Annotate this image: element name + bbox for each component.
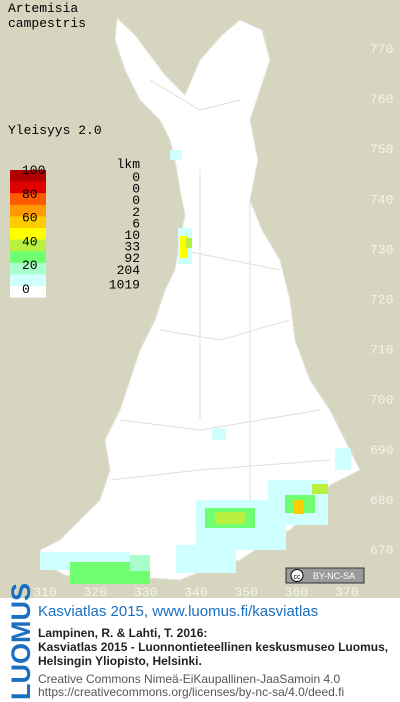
count-label: 0 (132, 193, 140, 208)
grid-labels: 770 760 750 740 730 720 710 700 690 680 670 310 320 3… (33, 42, 393, 600)
count-label: 0 (132, 182, 140, 197)
region-borders (109, 79, 331, 520)
northing-label: 690 (370, 443, 393, 458)
northing-label: 740 (370, 192, 393, 207)
badge-text: BY-NC-SA (313, 571, 355, 581)
legend-swatch (10, 170, 46, 183)
count-label: 1019 (109, 277, 140, 292)
scale-label: 40 (22, 234, 38, 249)
legend-swatch (10, 262, 46, 275)
species-name: campestris (8, 16, 86, 31)
northing-label: 770 (370, 42, 393, 57)
license: Creative Commons Nimeä-EiKaupallinen-Jaa… (38, 672, 340, 686)
northing-label: 680 (370, 493, 393, 508)
citation: Lampinen, R. & Lahti, T. 2016: (38, 626, 207, 640)
legend-swatch (10, 228, 46, 241)
legend-swatch (10, 216, 46, 229)
northing-label: 720 (370, 293, 393, 308)
occurrence-cells (40, 150, 351, 584)
legend-swatch (10, 286, 46, 298)
license-badge: cc BY-NC-SA (285, 567, 365, 584)
legend-swatch (10, 204, 46, 217)
count-label: 10 (124, 228, 140, 243)
northing-label: 760 (370, 92, 393, 107)
legend-swatch (10, 239, 46, 252)
easting-label: 350 (234, 585, 257, 600)
legend-swatch (10, 274, 46, 287)
legend-swatch (10, 181, 46, 194)
license-url[interactable]: https://creativecommons.org/licenses/by-… (38, 685, 344, 699)
svg-text:cc: cc (294, 574, 302, 581)
northing-label: 670 (370, 543, 393, 558)
count-label: 2 (132, 205, 140, 220)
easting-label: 340 (184, 585, 207, 600)
scale-label: 20 (22, 258, 38, 273)
legend-swatch (10, 251, 46, 264)
count-header: lkm (117, 157, 141, 172)
frequency: Yleisyys 2.0 (8, 123, 102, 138)
northing-label: 700 (370, 393, 393, 408)
easting-label: 320 (84, 585, 107, 600)
easting-label: 370 (335, 585, 358, 600)
count-label: 92 (124, 251, 140, 266)
citation: Helsingin Yliopisto, Helsinki. (38, 654, 202, 668)
count-label: 204 (117, 263, 141, 278)
northing-label: 710 (370, 343, 393, 358)
count-label: 33 (124, 240, 140, 255)
count-label: 6 (132, 216, 140, 231)
count-label: 0 (132, 170, 140, 185)
easting-label: 360 (285, 585, 308, 600)
legend-swatch (10, 193, 46, 206)
link[interactable]: Kasviatlas 2015, www.luomus.fi/kasviatla… (38, 603, 318, 620)
species-name: Artemisia (8, 1, 78, 16)
scale-label: 80 (22, 187, 38, 202)
citation: Kasviatlas 2015 - Luonnontieteellinen ke… (38, 640, 388, 654)
scale-label: 100 (22, 163, 45, 178)
scale-label: 0 (22, 282, 30, 297)
northing-label: 750 (370, 142, 393, 157)
easting-label: 330 (134, 585, 157, 600)
logo: LUOMUS (6, 583, 36, 700)
scale-label: 60 (22, 211, 38, 226)
northing-label: 730 (370, 242, 393, 257)
easting-label: 310 (33, 585, 56, 600)
